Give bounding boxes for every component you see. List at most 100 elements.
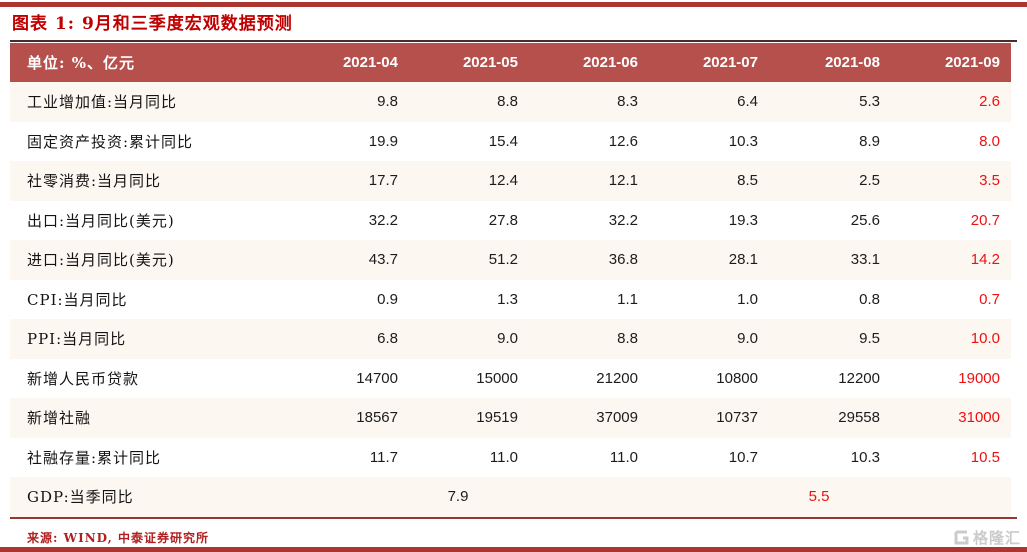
forecast-cell: 14.2 xyxy=(970,251,1000,269)
data-cell: 6.8 xyxy=(377,330,398,348)
forecast-cell: 8.0 xyxy=(979,132,1000,150)
data-cell: 19519 xyxy=(476,409,518,427)
row-label: 固定资产投资:累计同比 xyxy=(27,132,194,151)
data-cell: 37009 xyxy=(596,409,638,427)
data-cell: 21200 xyxy=(596,369,638,387)
table-row: CPI:当月同比 0.9 1.3 1.1 1.0 0.8 0.7 xyxy=(10,279,1011,319)
forecast-cell: 0.7 xyxy=(979,290,1000,308)
data-cell: 1.1 xyxy=(617,290,638,308)
macro-forecast-table: 单位: %、亿元 2021-04 2021-05 2021-06 2021-07 202… xyxy=(10,43,1011,517)
data-cell: 51.2 xyxy=(488,251,518,269)
column-header: 2021-05 xyxy=(462,54,518,71)
data-cell: 10800 xyxy=(716,369,758,387)
column-header: 2021-04 xyxy=(342,54,398,71)
row-label: 进口:当月同比(美元) xyxy=(27,251,175,270)
data-cell: 36.8 xyxy=(608,251,638,269)
table-header-row: 单位: %、亿元 2021-04 2021-05 2021-06 2021-07 202… xyxy=(10,43,1011,82)
table-row: PPI:当月同比 6.8 9.0 8.8 9.0 9.5 10.0 xyxy=(10,319,1011,359)
data-cell: 12200 xyxy=(838,369,880,387)
data-cell: 14700 xyxy=(356,369,398,387)
data-cell: 0.8 xyxy=(859,290,880,308)
row-label: 新增人民币贷款 xyxy=(27,369,140,388)
data-cell: 5.3 xyxy=(859,93,880,111)
data-cell: 29558 xyxy=(838,409,880,427)
row-label: 新增社融 xyxy=(27,409,92,428)
data-cell: 10737 xyxy=(716,409,758,427)
watermark-text: 格隆汇 xyxy=(972,530,1021,547)
title-divider xyxy=(10,40,1017,42)
data-cell: 18567 xyxy=(356,409,398,427)
table-bottom-border xyxy=(10,517,1017,519)
table-row: 新增人民币贷款 14700 15000 21200 10800 12200 19000 xyxy=(10,358,1011,398)
data-cell: 8.8 xyxy=(617,330,638,348)
data-cell: 43.7 xyxy=(368,251,398,269)
gdp-q2-value: 7.9 xyxy=(447,488,469,506)
row-label: PPI:当月同比 xyxy=(27,330,127,349)
data-cell: 12.6 xyxy=(608,132,638,150)
table-row: 固定资产投资:累计同比 19.9 15.4 12.6 10.3 8.9 8.0 xyxy=(10,121,1011,161)
column-header: 2021-09 xyxy=(944,54,1000,71)
data-cell: 1.0 xyxy=(737,290,758,308)
data-cell: 0.9 xyxy=(377,290,398,308)
forecast-cell: 3.5 xyxy=(979,172,1000,190)
data-cell: 19.9 xyxy=(368,132,398,150)
data-cell: 8.5 xyxy=(737,172,758,190)
data-cell: 17.7 xyxy=(368,172,398,190)
table-row: 出口:当月同比(美元) 32.2 27.8 32.2 19.3 25.6 20.7 xyxy=(10,200,1011,240)
data-cell: 32.2 xyxy=(608,211,638,229)
column-header: 2021-06 xyxy=(582,54,638,71)
gdp-q3-forecast-value: 5.5 xyxy=(808,488,830,506)
data-cell: 9.0 xyxy=(737,330,758,348)
data-cell: 6.4 xyxy=(737,93,758,111)
table-row: GDP:当季同比 7.9 5.5 xyxy=(10,477,1011,517)
data-cell: 1.3 xyxy=(497,290,518,308)
forecast-cell: 2.6 xyxy=(979,93,1000,111)
source-text: 来源: WIND, 中泰证券研究所 xyxy=(27,531,210,545)
data-cell: 28.1 xyxy=(728,251,758,269)
data-cell: 15.4 xyxy=(488,132,518,150)
data-cell: 15000 xyxy=(476,369,518,387)
data-cell: 19.3 xyxy=(728,211,758,229)
table-row: 社零消费:当月同比 17.7 12.4 12.1 8.5 2.5 3.5 xyxy=(10,161,1011,201)
data-cell: 8.8 xyxy=(497,93,518,111)
unit-label: 单位: %、亿元 xyxy=(27,54,136,72)
row-label: 出口:当月同比(美元) xyxy=(27,211,175,230)
data-cell: 8.9 xyxy=(859,132,880,150)
table-body: 工业增加值:当月同比 9.8 8.8 8.3 6.4 5.3 2.6 固定资产投资:累计同比 1… xyxy=(10,82,1011,517)
table-row: 新增社融 18567 19519 37009 10737 29558 31000 xyxy=(10,398,1011,438)
table-row: 进口:当月同比(美元) 43.7 51.2 36.8 28.1 33.1 14.2 xyxy=(10,240,1011,280)
data-cell: 9.0 xyxy=(497,330,518,348)
data-cell: 10.3 xyxy=(850,448,880,466)
data-cell: 12.1 xyxy=(608,172,638,190)
forecast-cell: 20.7 xyxy=(970,211,1000,229)
column-header: 2021-08 xyxy=(824,54,880,71)
forecast-cell: 10.0 xyxy=(970,330,1000,348)
column-header: 2021-07 xyxy=(702,54,758,71)
data-cell: 33.1 xyxy=(850,251,880,269)
data-cell: 9.5 xyxy=(859,330,880,348)
row-label: CPI:当月同比 xyxy=(27,290,128,309)
forecast-cell: 31000 xyxy=(958,409,1000,427)
data-cell: 11.0 xyxy=(609,448,638,466)
data-cell: 25.6 xyxy=(850,211,880,229)
data-cell: 2.5 xyxy=(859,172,880,190)
forecast-cell: 19000 xyxy=(958,369,1000,387)
data-cell: 12.4 xyxy=(488,172,518,190)
gelonghui-logo-icon xyxy=(953,529,970,546)
row-label: 社零消费:当月同比 xyxy=(27,172,162,191)
bottom-accent-bar xyxy=(0,547,1027,552)
gelonghui-watermark: 格隆汇 xyxy=(953,527,1021,548)
data-cell: 9.8 xyxy=(377,93,398,111)
data-cell: 8.3 xyxy=(617,93,638,111)
table-row: 社融存量:累计同比 11.7 11.0 11.0 10.7 10.3 10.5 xyxy=(10,437,1011,477)
forecast-cell: 10.5 xyxy=(970,448,1000,466)
data-cell: 32.2 xyxy=(368,211,398,229)
row-label: 工业增加值:当月同比 xyxy=(27,93,178,112)
data-cell: 11.7 xyxy=(369,448,398,466)
row-label: GDP:当季同比 xyxy=(27,488,134,507)
row-label: 社融存量:累计同比 xyxy=(27,448,162,467)
table-row: 工业增加值:当月同比 9.8 8.8 8.3 6.4 5.3 2.6 xyxy=(10,82,1011,122)
top-accent-bar xyxy=(0,2,1027,7)
data-cell: 11.0 xyxy=(489,448,518,466)
